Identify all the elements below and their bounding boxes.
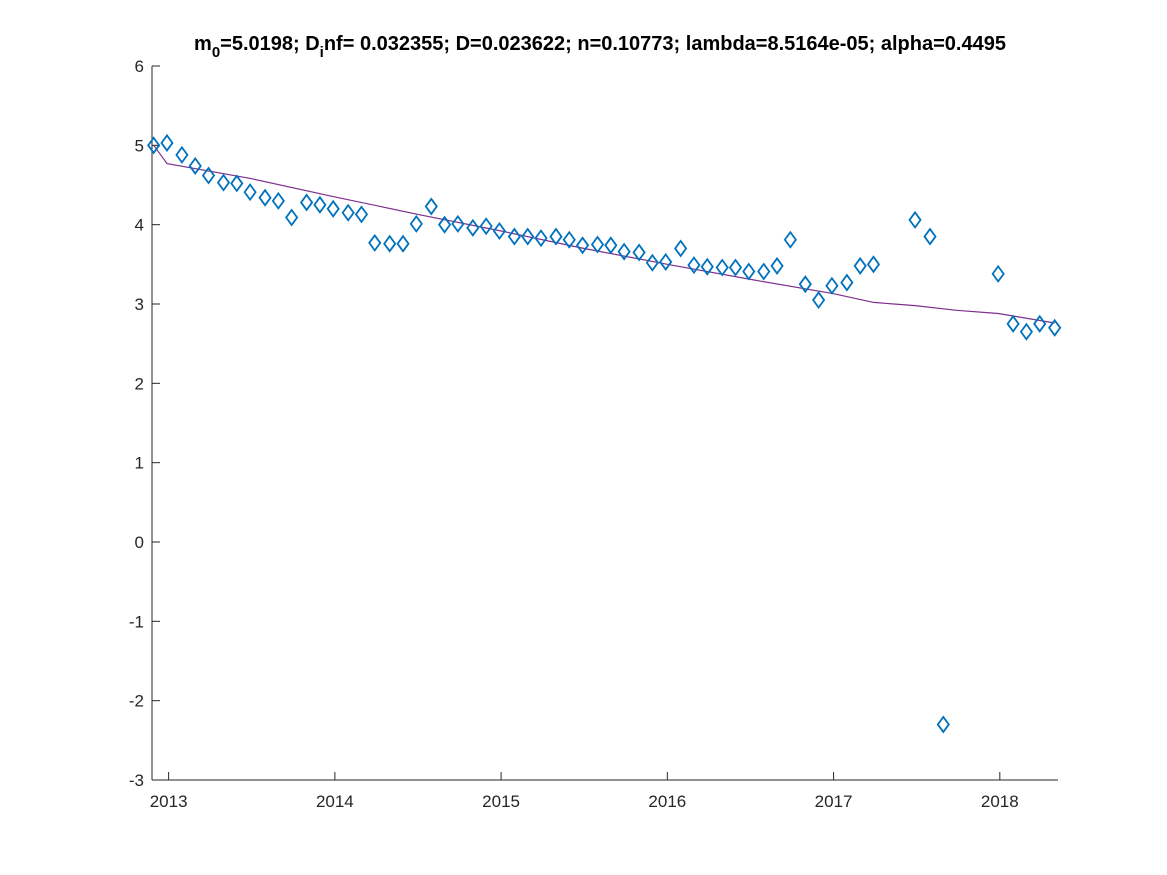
y-tick-label: -3: [129, 771, 144, 790]
data-point-marker: [451, 214, 465, 233]
chart-title: m0=5.0198; Dinf= 0.032355; D=0.023622; n…: [194, 33, 1006, 61]
data-point-marker: [590, 235, 605, 254]
data-point-marker: [770, 256, 784, 275]
y-tick-label: 2: [135, 374, 144, 393]
data-point-marker: [313, 195, 327, 214]
x-tick-label: 2014: [316, 792, 354, 811]
data-point-marker: [368, 233, 382, 252]
y-tick-label: 0: [135, 533, 144, 552]
data-point-marker: [521, 227, 535, 246]
y-tick-label: 5: [135, 136, 144, 155]
data-point-marker: [299, 193, 314, 212]
data-point-marker: [341, 203, 355, 222]
chart-title-part3: nf= 0.032355; D=0.023622; n=0.10773; lam…: [324, 33, 1006, 55]
data-point-marker: [271, 191, 285, 210]
data-point-marker: [825, 276, 839, 295]
y-tick-label: -1: [129, 612, 144, 631]
y-tick-label: 1: [135, 454, 144, 473]
data-point-marker: [534, 229, 548, 248]
fit-line: [153, 144, 1055, 324]
data-point-marker: [715, 258, 729, 277]
data-point-marker: [424, 197, 438, 216]
data-point-marker: [757, 262, 771, 281]
data-point-marker: [742, 262, 756, 281]
x-tick-label: 2015: [482, 792, 520, 811]
data-point-marker: [783, 230, 797, 249]
data-point-marker: [687, 256, 701, 275]
data-point-marker: [575, 236, 590, 255]
y-tick-label: 6: [135, 57, 144, 76]
data-point-marker: [798, 275, 812, 294]
data-point-marker: [285, 208, 299, 227]
data-point-series: [147, 133, 1062, 734]
x-tick-label: 2016: [648, 792, 686, 811]
data-point-marker: [383, 234, 397, 253]
data-point-marker: [507, 227, 522, 246]
chart-title-m: m: [194, 33, 212, 55]
data-point-marker: [604, 236, 618, 255]
fit-line-series: [153, 144, 1055, 324]
data-point-marker: [243, 183, 257, 202]
data-point-marker: [409, 214, 423, 233]
data-point-marker: [466, 218, 480, 237]
x-tick-label: 2017: [815, 792, 853, 811]
chart-title-d-subscript: i: [320, 44, 324, 61]
data-point-marker: [201, 166, 216, 185]
data-point-marker: [840, 273, 854, 292]
data-point-marker: [549, 227, 563, 246]
chart-title-m-subscript: 0: [212, 44, 220, 61]
data-point-marker: [866, 255, 881, 274]
data-point-marker: [728, 258, 743, 277]
data-point-marker: [1048, 318, 1062, 337]
data-point-marker: [700, 257, 714, 276]
data-point-marker: [354, 205, 369, 224]
data-point-marker: [908, 210, 922, 229]
data-point-marker: [230, 174, 244, 193]
y-tick-label: -2: [129, 692, 144, 711]
x-tick-label: 2013: [150, 792, 188, 811]
data-point-marker: [562, 230, 576, 249]
data-point-marker: [645, 253, 659, 272]
data-point-marker: [147, 136, 161, 155]
data-point-marker: [1006, 314, 1020, 333]
data-point-marker: [674, 239, 688, 258]
data-point-marker: [175, 145, 189, 164]
data-point-marker: [479, 217, 493, 236]
data-point-marker: [1033, 314, 1047, 333]
y-tick-label: 3: [135, 295, 144, 314]
data-point-marker: [258, 188, 272, 207]
data-point-marker: [812, 291, 826, 310]
data-point-marker: [160, 133, 174, 152]
data-point-marker: [617, 242, 631, 261]
data-point-marker: [326, 199, 340, 218]
data-point-marker: [492, 221, 507, 241]
data-point-marker: [659, 252, 673, 271]
data-point-marker: [923, 227, 937, 246]
data-point-marker: [632, 243, 646, 262]
data-point-marker: [1019, 322, 1034, 341]
axes: -3 -2 -1 0 1 2 3 4 5 6 2013 2014 2015 2016 2017 2018: [129, 57, 1058, 811]
y-tick-label: 4: [135, 216, 144, 235]
data-point-marker: [437, 215, 452, 234]
data-point-marker: [853, 256, 867, 275]
data-point-marker: [991, 264, 1005, 283]
chart-title-part2: =5.0198; D: [220, 33, 320, 55]
data-point-marker: [936, 715, 950, 734]
data-point-marker: [188, 156, 202, 175]
data-point-marker: [396, 234, 410, 253]
data-point-marker: [216, 173, 231, 192]
x-tick-label: 2018: [981, 792, 1019, 811]
